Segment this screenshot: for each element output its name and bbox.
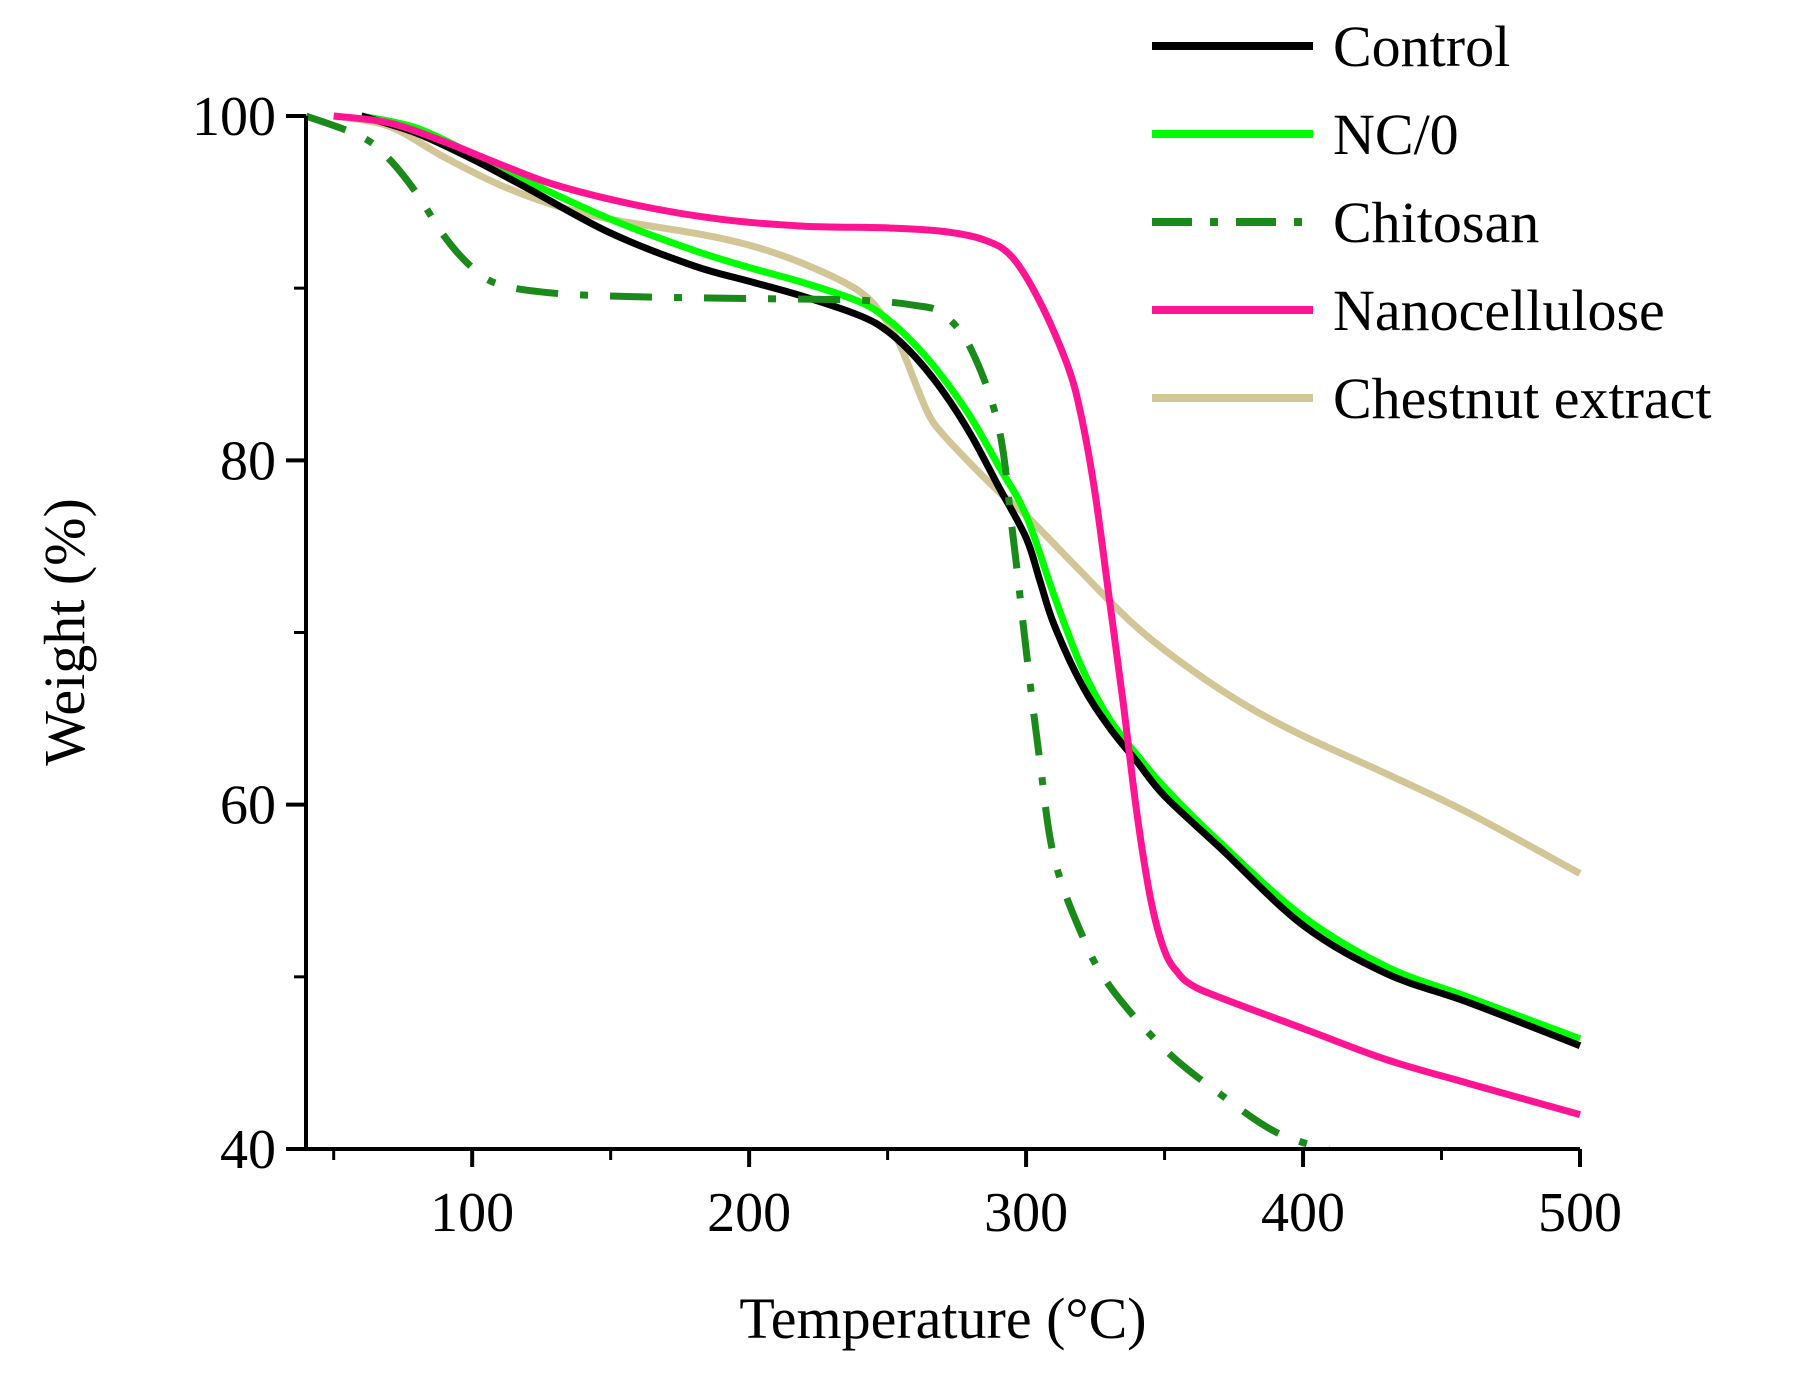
y-axis-title: Weight (%) <box>32 498 97 766</box>
legend-label-chestnut-extract: Chestnut extract <box>1333 366 1712 431</box>
y-tick-label: 60 <box>220 775 276 837</box>
series-line-chitosan <box>306 112 1332 1149</box>
series-line-control <box>360 112 1582 1049</box>
series-line-nc-0 <box>360 112 1582 1043</box>
legend-label-nc-0: NC/0 <box>1333 102 1459 167</box>
legend-label-control: Control <box>1333 14 1510 79</box>
y-tick-label: 80 <box>220 430 276 492</box>
x-tick-label: 200 <box>707 1182 791 1244</box>
x-tick-label: 400 <box>1261 1182 1345 1244</box>
series-layer <box>306 112 1582 1149</box>
axes <box>304 116 1580 1151</box>
legend: Control NC/0 Chitosan Nanocellulose Chestnut… <box>1152 14 1712 431</box>
x-tick-label: 300 <box>984 1182 1068 1244</box>
ticks: 100 200 300 400 500 40 60 80 100 <box>192 86 1622 1244</box>
x-axis-title: Temperature (°C) <box>739 1286 1146 1351</box>
y-tick-label: 100 <box>192 86 276 148</box>
x-tick-label: 100 <box>430 1182 514 1244</box>
legend-label-chitosan: Chitosan <box>1333 190 1539 255</box>
legend-label-nanocellulose: Nanocellulose <box>1333 278 1665 343</box>
series-line-nanocellulose <box>333 112 1581 1118</box>
x-tick-label: 500 <box>1538 1182 1622 1244</box>
y-tick-label: 40 <box>220 1119 276 1181</box>
